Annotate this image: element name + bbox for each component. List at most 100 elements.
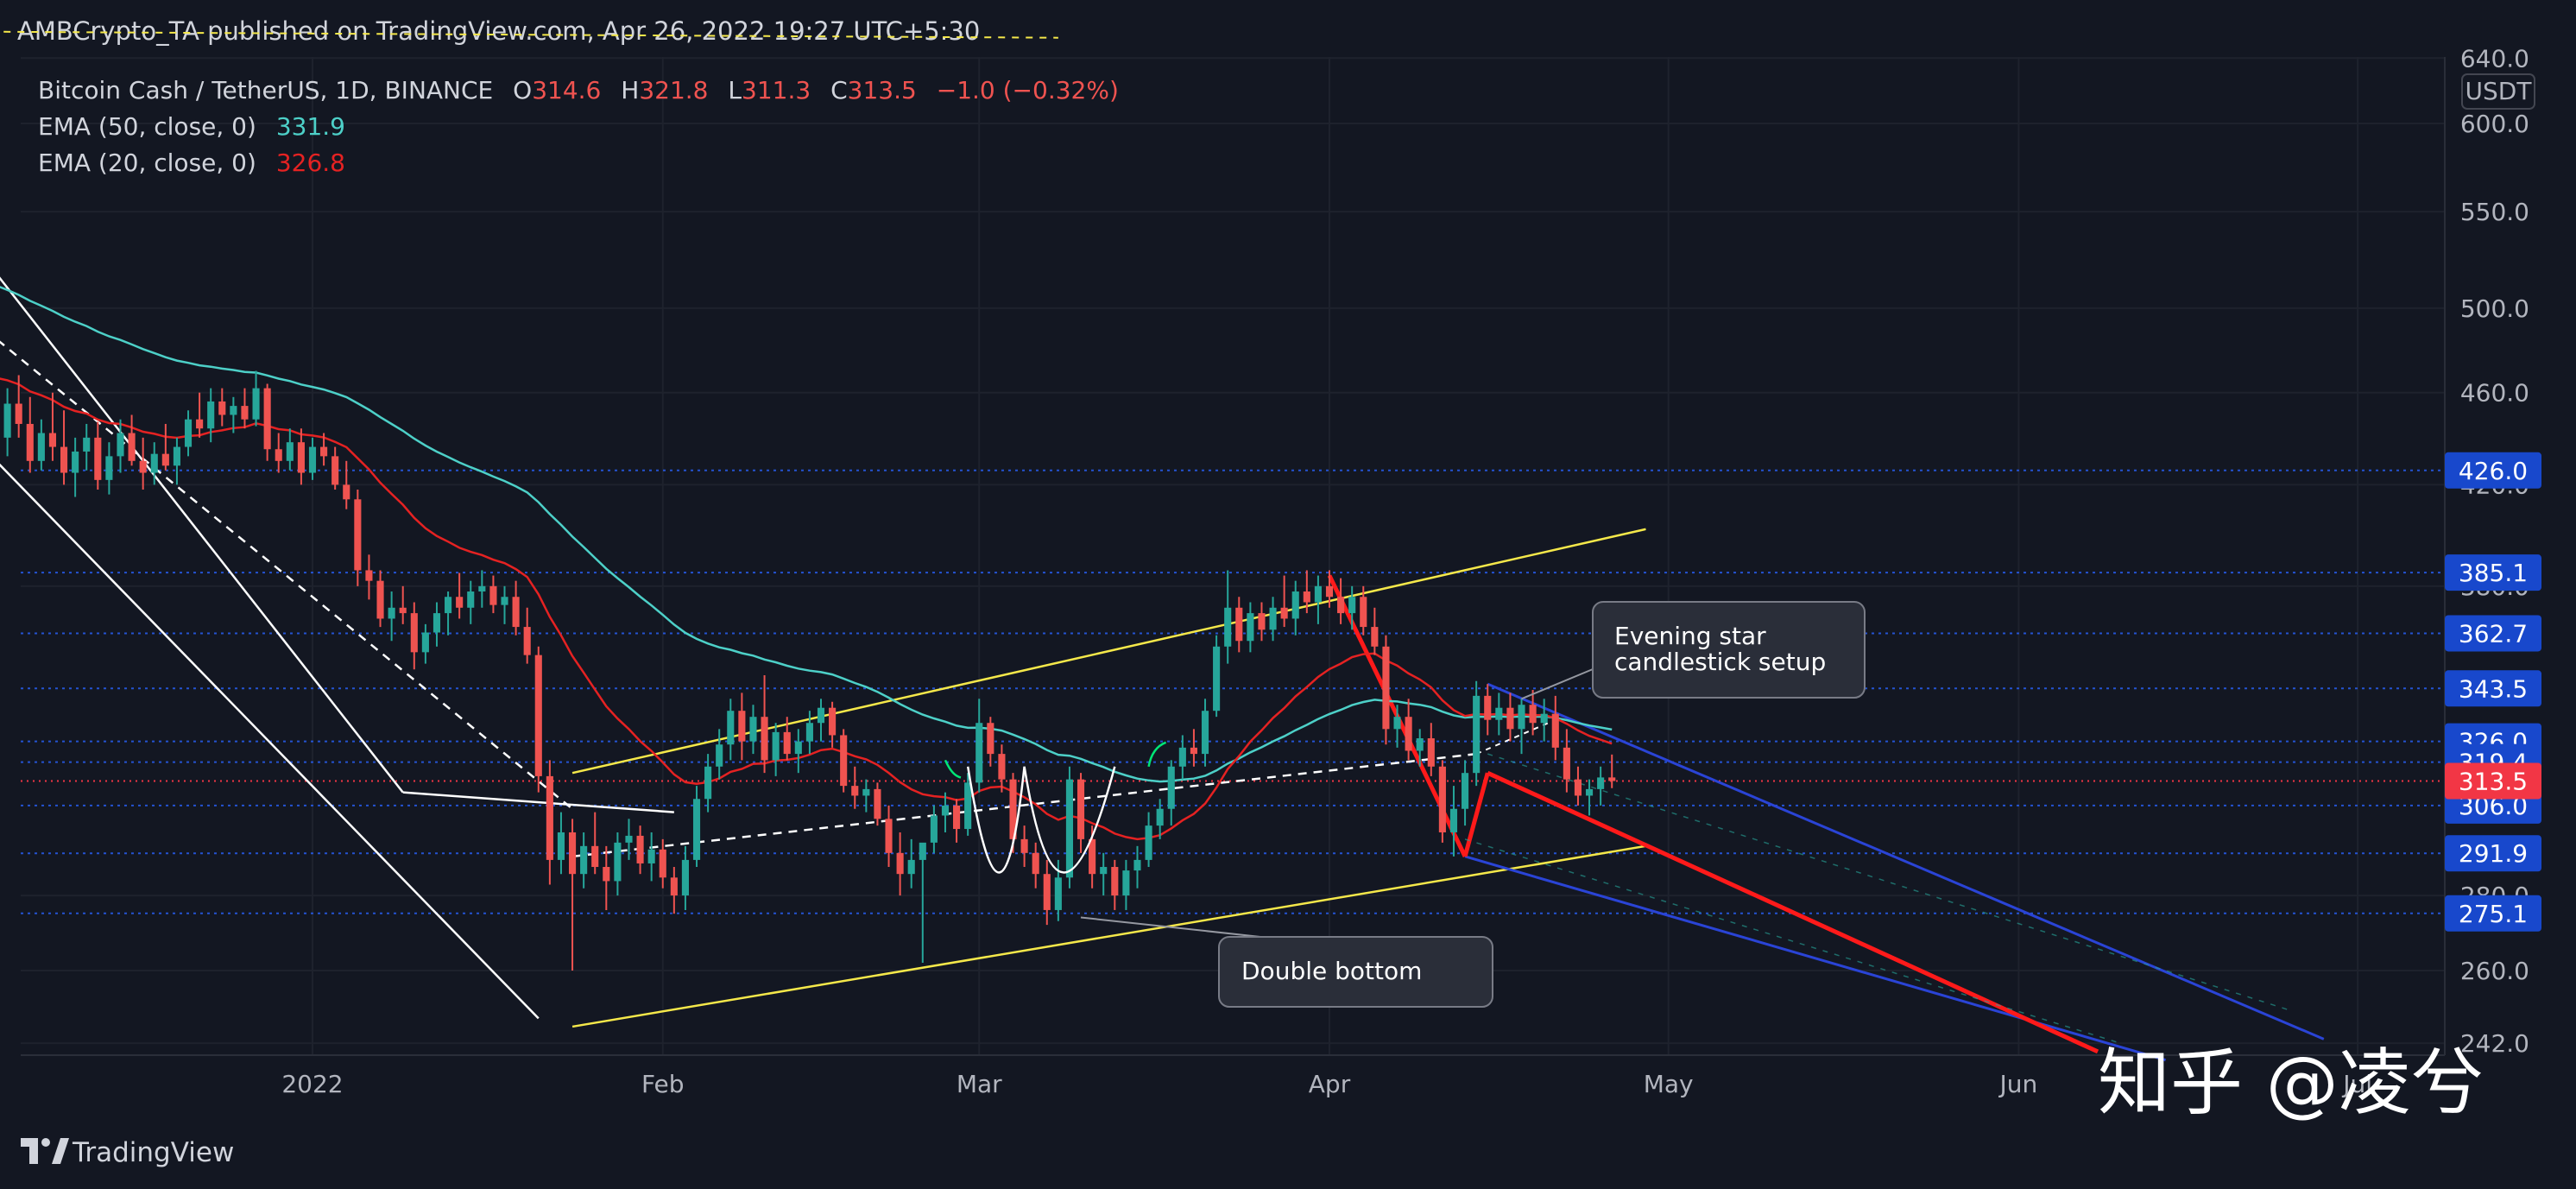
y-tick-label: 550.0: [2460, 198, 2529, 226]
candle-body: [343, 484, 350, 500]
candle-body: [467, 591, 475, 608]
candle-body: [150, 453, 158, 473]
candle-body: [308, 446, 317, 473]
candle-body: [1608, 777, 1616, 781]
y-tick-label: 500.0: [2460, 294, 2529, 323]
double-bottom-pointer: [1080, 916, 1261, 938]
candle-body: [862, 788, 870, 796]
plot-area[interactable]: [0, 30, 2445, 1062]
candle-body: [896, 852, 904, 875]
candle-body: [1551, 713, 1559, 748]
candle-body: [1563, 747, 1570, 780]
evening-star-callout: Evening star candlestick setup: [1592, 601, 1866, 699]
y-tick-label: 242.0: [2460, 1029, 2529, 1058]
candle-body: [1585, 788, 1594, 796]
price-level-label: 426.0: [2459, 457, 2528, 485]
candle-body: [48, 433, 57, 447]
candle-body: [263, 388, 271, 450]
evening-star-text-2: candlestick setup: [1614, 648, 1826, 676]
y-tick-label: 640.0: [2460, 44, 2529, 73]
candle-body: [72, 451, 79, 473]
candle-body: [37, 433, 45, 461]
candle-body: [376, 580, 384, 619]
candle-body: [614, 842, 622, 882]
candle-body: [1382, 646, 1390, 730]
candle-body: [252, 388, 260, 420]
candle-body: [603, 867, 610, 882]
candle-body: [1473, 695, 1481, 774]
candle-body: [478, 585, 486, 592]
curved-arrow-icon: [1147, 741, 1167, 768]
price-level-label: 275.1: [2459, 900, 2528, 928]
callouts: Evening star candlestick setup Double bo…: [1218, 601, 1866, 1008]
candle-body: [173, 446, 180, 466]
candle-body: [907, 859, 915, 875]
candle-body: [523, 627, 531, 655]
candle-body: [1111, 867, 1119, 896]
candle-body: [1291, 591, 1299, 619]
price-level-badge: [2445, 895, 2541, 932]
candle-body: [1462, 773, 1469, 809]
double-bottom-curve-b: [1023, 766, 1116, 874]
candle-body: [365, 570, 373, 581]
candle-body: [534, 655, 542, 776]
candle-body: [580, 845, 588, 875]
candle-body: [1167, 766, 1175, 809]
candle-body: [817, 707, 825, 724]
candle-body: [749, 717, 757, 742]
descending-channel-upper-a: [0, 276, 404, 794]
candle-body: [399, 607, 407, 614]
candle-body: [1201, 711, 1209, 755]
candle-body: [1213, 646, 1221, 712]
candle-body: [1325, 585, 1334, 598]
pitchfork-inner-lower: [1464, 838, 2121, 1044]
ema50-value: 331.9: [276, 112, 345, 141]
price-axis[interactable]: 640.0600.0550.0500.0460.0420.0380.0280.0…: [2444, 44, 2541, 1058]
candle-body: [1100, 867, 1108, 875]
candle-body: [3, 403, 11, 438]
candle-body: [388, 607, 395, 619]
candle-body: [1314, 585, 1322, 603]
candle-body: [1495, 707, 1503, 720]
candle-body: [738, 711, 746, 742]
legend: Bitcoin Cash / TetherUS, 1D, BINANCE O31…: [38, 76, 1119, 177]
candle-body: [1597, 777, 1605, 789]
candle-body: [1190, 747, 1197, 755]
candle-body: [241, 406, 249, 420]
candle-body: [998, 754, 1006, 780]
x-tick-label: 2022: [281, 1070, 343, 1098]
legend-ema20: EMA (20, close, 0) 326.8: [38, 149, 345, 177]
candle-body: [512, 597, 520, 628]
candle-body: [1438, 766, 1446, 832]
candle-body: [421, 632, 429, 653]
candle-body: [1122, 870, 1130, 896]
candle-body: [1360, 597, 1367, 628]
candle-body: [1449, 808, 1458, 832]
price-level-badge: [2445, 835, 2541, 872]
candle-body: [1337, 597, 1345, 614]
candle-body: [1224, 607, 1232, 647]
candle-body: [60, 446, 68, 473]
candle-body: [647, 849, 655, 863]
y-tick-label: 460.0: [2460, 379, 2529, 408]
neckline-extension: [1475, 718, 1556, 756]
current-price-label: 313.5: [2459, 767, 2528, 795]
candle-body: [761, 717, 768, 761]
candle-body: [196, 419, 204, 429]
candlesticks: [3, 370, 1616, 971]
candle-body: [805, 723, 813, 742]
double-bottom-text: Double bottom: [1241, 957, 1422, 985]
candle-body: [230, 406, 237, 415]
candle-body: [286, 442, 294, 461]
candle-body: [987, 723, 994, 755]
currency-badge[interactable]: [2461, 73, 2535, 110]
candle-body: [670, 877, 678, 896]
candle-body: [840, 735, 848, 787]
x-tick-label: Jun: [1998, 1070, 2038, 1098]
candle-body: [636, 835, 644, 863]
time-axis[interactable]: 2022 Feb Mar Apr May Jun Jul: [21, 1054, 2445, 1098]
candle-body: [410, 613, 418, 653]
candle-body: [1484, 695, 1492, 720]
candle-body: [1393, 717, 1401, 730]
